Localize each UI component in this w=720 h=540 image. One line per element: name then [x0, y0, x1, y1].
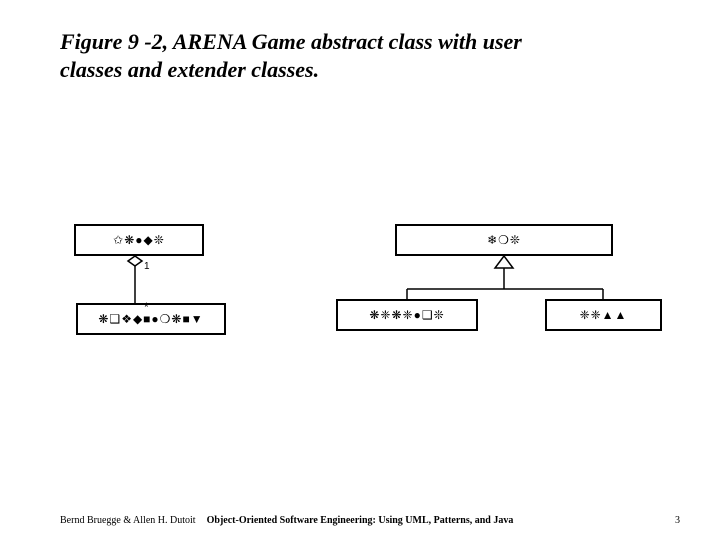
multiplicity-bottom: * — [144, 300, 149, 314]
page: Figure 9 -2, ARENA Game abstract class w… — [0, 0, 720, 540]
multiplicity-top: 1 — [144, 261, 150, 272]
connectors-layer — [0, 0, 720, 540]
footer-right: 3 — [675, 515, 680, 526]
footer-center: Object-Oriented Software Engineering: Us… — [0, 515, 720, 526]
